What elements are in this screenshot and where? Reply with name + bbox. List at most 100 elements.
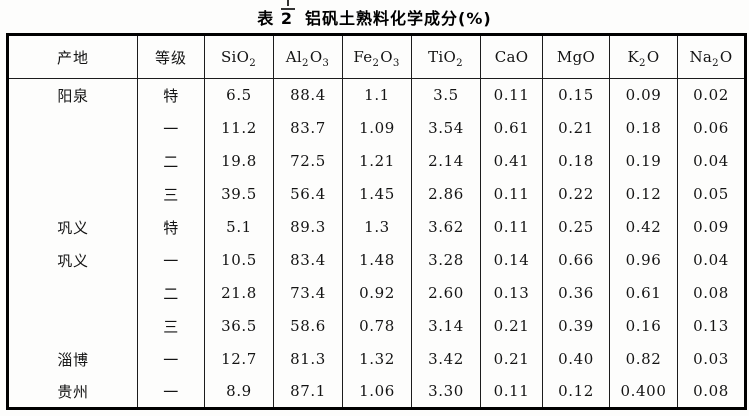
value-cell-cao: 0.61 (480, 111, 543, 145)
value-cell-k2o: 0.16 (609, 309, 678, 343)
origin-cell (8, 310, 138, 343)
value-cell-al2o3: 81.3 (273, 342, 343, 376)
origin-cell: 贵州 (57, 382, 89, 401)
table-row: 贵州 一 8.9 87.1 1.06 3.30 0.11 0.12 0.400 0.08 (8, 375, 746, 409)
value-cell-k2o: 0.96 (609, 243, 678, 277)
value-cell-al2o3: 83.4 (273, 243, 343, 277)
value-cell-tio2: 2.60 (411, 276, 481, 310)
origin-cell (8, 277, 138, 310)
value-cell-cao: 0.11 (480, 78, 543, 112)
col-header-al2o3: Al2O3 (273, 34, 343, 79)
col-header-na2o: Na2O (677, 34, 746, 79)
value-cell-mgo: 0.18 (542, 144, 610, 178)
origin-cell (8, 145, 138, 178)
value-cell-tio2: 3.5 (411, 78, 481, 112)
value-cell-na2o: 0.05 (677, 177, 746, 211)
value-cell-na2o: 0.13 (677, 309, 746, 343)
value-cell-cao: 0.11 (480, 375, 543, 409)
value-cell-na2o: 0.08 (677, 375, 746, 409)
value-cell-al2o3: 73.4 (273, 276, 343, 310)
value-cell-fe2o3: 1.45 (342, 177, 412, 211)
value-cell-al2o3: 89.3 (273, 210, 343, 244)
table-row: 淄博 一 12.7 81.3 1.32 3.42 0.21 0.40 0.82 0.03 (8, 342, 746, 376)
value-cell-tio2: 3.62 (411, 210, 481, 244)
value-cell-mgo: 0.15 (542, 78, 610, 112)
table-row: 二 21.8 73.4 0.92 2.60 0.13 0.36 0.61 0.08 (8, 276, 746, 310)
value-cell-tio2: 3.14 (411, 309, 481, 343)
value-cell-k2o: 0.19 (609, 144, 678, 178)
origin-cell: 巩义 (57, 218, 89, 237)
table-caption: 表 2 铝矾土熟料化学成分(%) (0, 5, 749, 29)
scan-artifact (281, 0, 295, 10)
value-cell-mgo: 0.22 (542, 177, 610, 211)
col-header-k2o: K2O (609, 34, 678, 79)
grade-cell: 一 (137, 375, 205, 409)
grade-cell: 特 (137, 210, 205, 244)
value-cell-k2o: 0.12 (609, 177, 678, 211)
col-header-sio2: SiO2 (204, 34, 274, 79)
value-cell-na2o: 0.08 (677, 276, 746, 310)
value-cell-k2o: 0.82 (609, 342, 678, 376)
value-cell-cao: 0.13 (480, 276, 543, 310)
value-cell-al2o3: 87.1 (273, 375, 343, 409)
value-cell-k2o: 0.42 (609, 210, 678, 244)
value-cell-cao: 0.14 (480, 243, 543, 277)
value-cell-sio2: 6.5 (204, 78, 274, 112)
value-cell-na2o: 0.06 (677, 111, 746, 145)
col-header-cao: CaO (480, 34, 543, 79)
value-cell-fe2o3: 1.1 (342, 78, 412, 112)
origin-cell: 阳泉 (57, 86, 89, 105)
table-row: 巩义 一 10.5 83.4 1.48 3.28 0.14 0.66 0.96 0.04 (8, 243, 746, 277)
value-cell-cao: 0.41 (480, 144, 543, 178)
value-cell-k2o: 0.400 (609, 375, 678, 409)
value-cell-fe2o3: 1.48 (342, 243, 412, 277)
value-cell-al2o3: 56.4 (273, 177, 343, 211)
grade-cell: 三 (137, 309, 205, 343)
value-cell-sio2: 11.2 (204, 111, 274, 145)
table-row: 阳泉 特 6.5 88.4 1.1 3.5 0.11 0.15 0.09 0.02 (8, 78, 746, 112)
value-cell-fe2o3: 1.06 (342, 375, 412, 409)
grade-cell: 三 (137, 177, 205, 211)
value-cell-tio2: 3.28 (411, 243, 481, 277)
origin-cell: 巩义 (57, 251, 89, 270)
value-cell-tio2: 3.42 (411, 342, 481, 376)
grade-cell: 一 (137, 111, 205, 145)
value-cell-na2o: 0.04 (677, 144, 746, 178)
value-cell-cao: 0.11 (480, 210, 543, 244)
origin-cell (8, 178, 138, 211)
col-header-grade: 等级 (137, 34, 205, 79)
value-cell-na2o: 0.03 (677, 342, 746, 376)
value-cell-mgo: 0.36 (542, 276, 610, 310)
origin-cell (8, 112, 138, 145)
value-cell-k2o: 0.61 (609, 276, 678, 310)
table-row: 三 36.5 58.6 0.78 3.14 0.21 0.39 0.16 0.13 (8, 309, 746, 343)
value-cell-fe2o3: 1.09 (342, 111, 412, 145)
value-cell-fe2o3: 0.92 (342, 276, 412, 310)
table-caption-text: 铝矾土熟料化学成分(%) (305, 9, 492, 28)
value-cell-fe2o3: 1.21 (342, 144, 412, 178)
value-cell-sio2: 10.5 (204, 243, 274, 277)
value-cell-al2o3: 72.5 (273, 144, 343, 178)
value-cell-na2o: 0.09 (677, 210, 746, 244)
grade-cell: 一 (137, 342, 205, 376)
value-cell-fe2o3: 1.32 (342, 342, 412, 376)
value-cell-cao: 0.21 (480, 309, 543, 343)
value-cell-na2o: 0.02 (677, 78, 746, 112)
value-cell-sio2: 39.5 (204, 177, 274, 211)
value-cell-tio2: 3.30 (411, 375, 481, 409)
value-cell-k2o: 0.18 (609, 111, 678, 145)
value-cell-sio2: 36.5 (204, 309, 274, 343)
value-cell-fe2o3: 0.78 (342, 309, 412, 343)
table-row: 二 19.8 72.5 1.21 2.14 0.41 0.18 0.19 0.04 (8, 144, 746, 178)
value-cell-mgo: 0.40 (542, 342, 610, 376)
grade-cell: 一 (137, 243, 205, 277)
col-header-tio2: TiO2 (411, 34, 481, 79)
table-row: 一 11.2 83.7 1.09 3.54 0.61 0.21 0.18 0.06 (8, 111, 746, 145)
value-cell-tio2: 2.86 (411, 177, 481, 211)
value-cell-mgo: 0.66 (542, 243, 610, 277)
value-cell-al2o3: 83.7 (273, 111, 343, 145)
value-cell-sio2: 19.8 (204, 144, 274, 178)
grade-cell: 二 (137, 144, 205, 178)
value-cell-mgo: 0.39 (542, 309, 610, 343)
origin-cell: 淄博 (57, 350, 89, 369)
